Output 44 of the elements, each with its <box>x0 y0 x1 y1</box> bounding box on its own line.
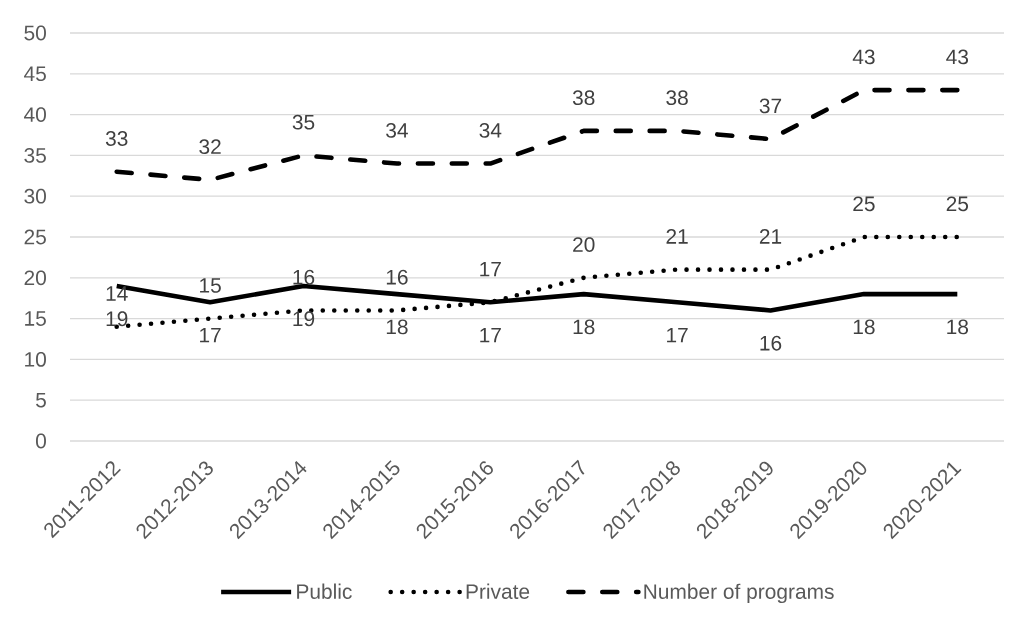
y-tick-label: 5 <box>36 392 46 408</box>
data-label: 16 <box>760 335 782 351</box>
data-label: 18 <box>947 319 969 335</box>
data-label: 43 <box>852 49 875 65</box>
data-label: 33 <box>105 131 128 146</box>
data-label: 17 <box>200 327 221 343</box>
data-label: 17 <box>480 327 501 343</box>
data-label: 21 <box>759 229 782 244</box>
data-label: 18 <box>386 319 408 335</box>
data-label: 18 <box>573 319 595 335</box>
legend-label: Public <box>297 583 352 599</box>
data-label: 19 <box>106 311 128 327</box>
data-label: 14 <box>106 286 128 301</box>
data-label: 21 <box>666 229 688 244</box>
data-label: 25 <box>853 196 875 212</box>
data-label: 38 <box>666 90 688 106</box>
data-label: 38 <box>572 90 595 106</box>
data-label: 16 <box>293 269 315 285</box>
data-label: 34 <box>479 122 502 138</box>
data-label: 18 <box>853 319 875 335</box>
y-tick-label: 25 <box>24 229 46 245</box>
y-tick-label: 30 <box>24 188 46 204</box>
data-label: 17 <box>667 327 688 343</box>
data-label: 19 <box>293 311 315 327</box>
data-label: 25 <box>946 196 969 212</box>
data-label: 32 <box>199 139 221 155</box>
y-tick-label: 0 <box>35 433 46 449</box>
y-tick-label: 40 <box>24 107 46 122</box>
y-tick-label: 35 <box>24 147 46 163</box>
y-tick-label: 50 <box>24 25 46 41</box>
y-tick-label: 15 <box>25 311 46 326</box>
data-label: 37 <box>759 98 782 114</box>
data-label: 15 <box>200 278 221 293</box>
data-label: 34 <box>386 122 408 138</box>
data-label: 17 <box>480 261 501 277</box>
data-label: 43 <box>946 49 969 65</box>
data-label: 35 <box>292 114 315 130</box>
y-tick-label: 10 <box>25 351 46 367</box>
legend-label: Number of programs <box>644 583 834 604</box>
data-label: 20 <box>573 237 595 252</box>
data-label: 16 <box>386 269 408 285</box>
y-tick-label: 45 <box>24 66 46 82</box>
legend-label: Private <box>466 583 530 599</box>
y-tick-label: 20 <box>24 270 46 286</box>
